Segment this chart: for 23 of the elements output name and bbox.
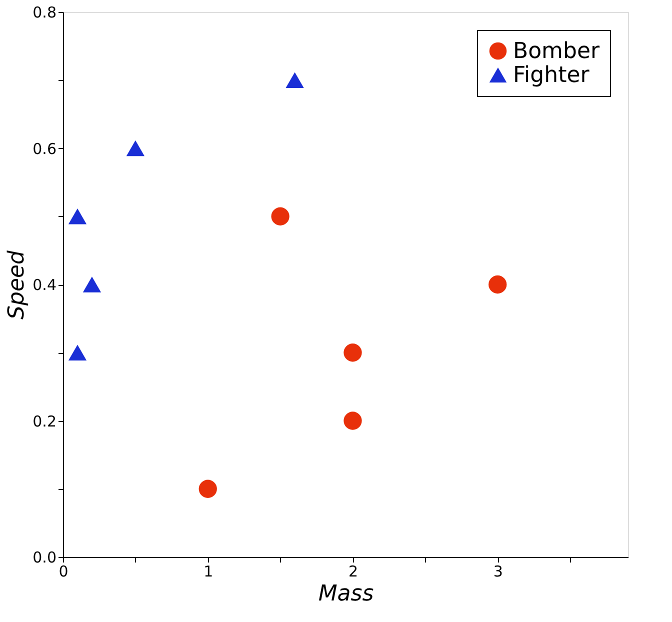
point — [68, 208, 87, 224]
x-tick-label: 0 — [58, 562, 68, 580]
x-axis-title: Mass — [318, 582, 374, 606]
point — [126, 140, 145, 156]
x-tick-label: 3 — [493, 562, 503, 580]
point — [286, 72, 304, 88]
point — [198, 480, 217, 498]
y-axis-title: Speed — [4, 249, 30, 320]
x-tick-label: 2 — [348, 562, 358, 580]
legend-label: Bomber — [513, 39, 600, 64]
y-tick-label: 0.8 — [32, 4, 56, 22]
point — [488, 275, 507, 294]
point — [344, 344, 362, 362]
x-tick-label: 1 — [204, 562, 214, 580]
point — [82, 276, 102, 292]
y-tick-label: 0.2 — [32, 412, 56, 430]
point — [68, 344, 87, 360]
y-tick-label: 0.4 — [32, 276, 56, 294]
text: 0.0 — [32, 548, 56, 566]
legend-label: Fighter — [513, 63, 590, 88]
y-tick-label: 0.6 — [32, 140, 56, 158]
point — [271, 207, 290, 226]
point — [344, 412, 362, 430]
